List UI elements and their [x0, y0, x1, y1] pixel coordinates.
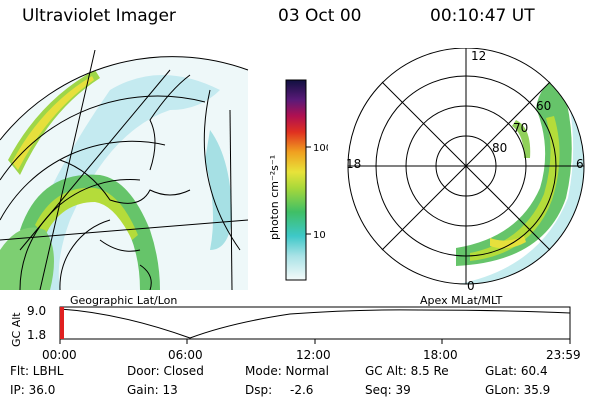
mlt-0-label: 0	[467, 279, 475, 293]
orbit-y-bottom: 1.8	[27, 328, 46, 342]
apex-polar-panel: 12 18 6 0 60 70 80	[346, 48, 585, 293]
apex-caption: Apex MLat/MLT	[420, 294, 503, 307]
mlt-6-label: 6	[576, 157, 584, 171]
glat-status: GLat: 60.4	[485, 364, 548, 378]
colorbar-tick-10: 10	[313, 230, 326, 241]
intensity-colorbar: 100 10 photon cm⁻²s⁻¹	[268, 79, 328, 281]
orbit-altitude-plot: GC Alt 9.0 1.8 00:00 06:00 12:00 18:00 2…	[10, 305, 581, 362]
date-label: 03 Oct 00	[278, 6, 362, 26]
dsp-label: Dsp:	[245, 383, 273, 397]
gain-status: Gain: 13	[127, 383, 178, 397]
colorbar-gradient	[285, 79, 307, 281]
colorbar-tick-100: 100	[313, 143, 328, 154]
orbit-axis-title: GC Alt	[10, 312, 23, 347]
instrument-title: Ultraviolet Imager	[22, 6, 176, 26]
mlat-80-label: 80	[492, 141, 507, 155]
orbit-x-tick-1: 06:00	[168, 348, 203, 362]
orbit-altitude-curve	[59, 308, 571, 339]
orbit-y-top: 9.0	[27, 305, 46, 318]
orbit-current-time-marker	[60, 307, 64, 339]
dsp-value: -2.6	[290, 383, 314, 397]
sequence-status: Seq: 39	[365, 383, 411, 397]
mlt-12-label: 12	[471, 49, 486, 63]
ip-status: IP: 36.0	[10, 383, 56, 397]
glon-status: GLon: 35.9	[485, 383, 551, 397]
geographic-image-panel	[0, 50, 249, 290]
filter-status: Flt: LBHL	[10, 364, 64, 378]
orbit-x-tick-3: 18:00	[423, 348, 458, 362]
mlat-60-label: 60	[536, 99, 551, 113]
mlat-70-label: 70	[513, 121, 528, 135]
mlt-18-label: 18	[346, 157, 361, 171]
orbit-plot-frame	[59, 306, 571, 340]
gc-alt-status: GC Alt: 8.5 Re	[365, 364, 449, 378]
geographic-caption: Geographic Lat/Lon	[70, 294, 178, 307]
time-label: 00:10:47 UT	[430, 6, 535, 26]
orbit-x-tick-2: 12:00	[296, 348, 331, 362]
colorbar-unit-label: photon cm⁻²s⁻¹	[268, 155, 281, 240]
mode-status: Mode: Normal	[245, 364, 329, 378]
door-status: Door: Closed	[127, 364, 204, 378]
orbit-x-tick-0: 00:00	[42, 348, 77, 362]
orbit-x-tick-4: 23:59	[546, 348, 581, 362]
